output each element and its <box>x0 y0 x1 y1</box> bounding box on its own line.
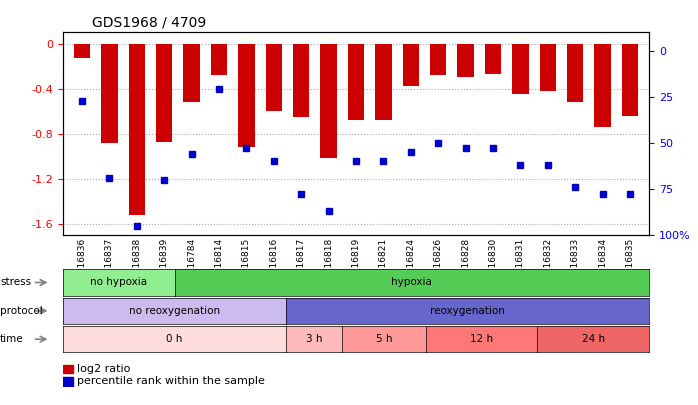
Bar <box>348 44 364 120</box>
Bar <box>622 44 638 116</box>
Bar <box>238 44 255 147</box>
Text: time: time <box>0 334 24 344</box>
Bar <box>63 365 73 373</box>
Bar <box>293 44 309 117</box>
Text: log2 ratio: log2 ratio <box>77 364 131 374</box>
Bar <box>375 44 392 120</box>
Bar <box>320 44 337 158</box>
Text: percentile rank within the sample: percentile rank within the sample <box>77 376 265 386</box>
Bar <box>101 44 118 143</box>
Bar <box>211 44 228 75</box>
Bar <box>512 44 528 94</box>
Text: no hypoxia: no hypoxia <box>90 277 147 288</box>
Bar <box>156 44 172 141</box>
Text: 5 h: 5 h <box>376 334 392 344</box>
Bar <box>265 44 282 111</box>
Bar <box>184 44 200 102</box>
Bar <box>430 44 447 75</box>
Text: no reoxygenation: no reoxygenation <box>129 306 220 316</box>
Bar <box>484 44 501 74</box>
Text: reoxygenation: reoxygenation <box>430 306 505 316</box>
Text: 0 h: 0 h <box>166 334 183 344</box>
Bar <box>403 44 419 86</box>
Bar <box>540 44 556 91</box>
Bar <box>128 44 145 215</box>
Bar <box>567 44 584 102</box>
Text: 12 h: 12 h <box>470 334 493 344</box>
Bar <box>63 377 73 386</box>
Bar <box>594 44 611 127</box>
Text: GDS1968 / 4709: GDS1968 / 4709 <box>92 16 207 30</box>
Text: stress: stress <box>0 277 31 288</box>
Bar <box>457 44 474 77</box>
Text: protocol: protocol <box>0 306 43 316</box>
Text: 24 h: 24 h <box>581 334 605 344</box>
Bar <box>74 44 90 58</box>
Text: 3 h: 3 h <box>306 334 322 344</box>
Text: hypoxia: hypoxia <box>392 277 432 288</box>
